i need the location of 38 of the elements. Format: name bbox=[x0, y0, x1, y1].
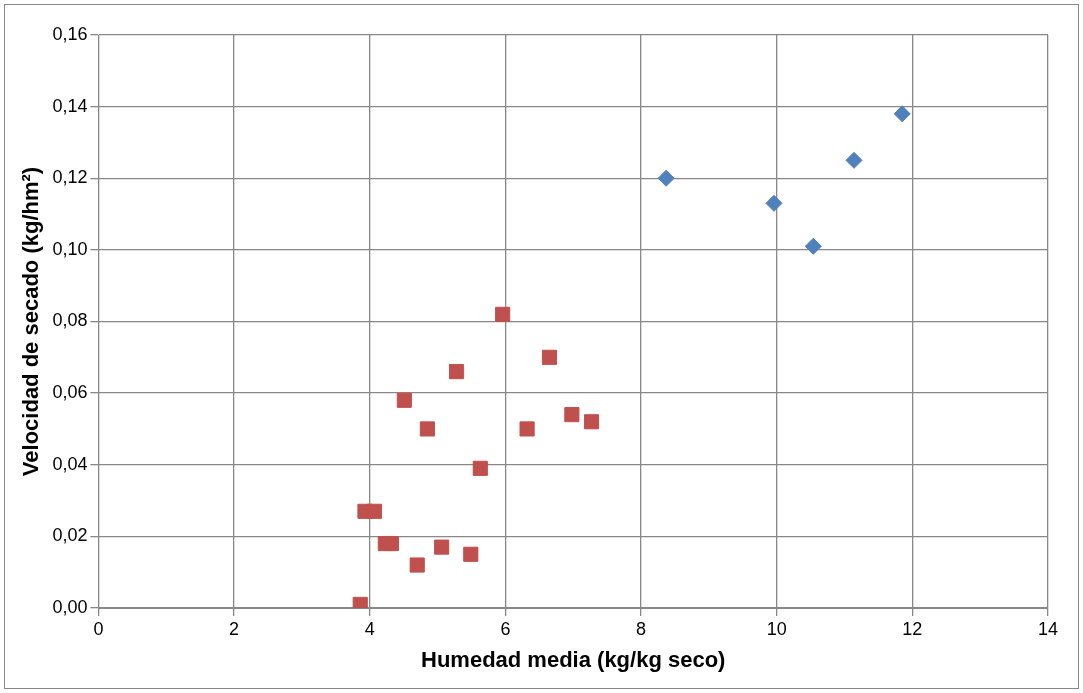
y-tick-label: 0,10 bbox=[52, 238, 88, 259]
point bbox=[409, 557, 425, 573]
y-axis-title: Velocidad de secado (kg/hm²) bbox=[18, 166, 44, 477]
y-tick-label: 0,02 bbox=[52, 525, 88, 546]
point bbox=[434, 539, 450, 555]
point bbox=[495, 306, 511, 322]
point bbox=[366, 503, 383, 519]
y-tick-label: 0,08 bbox=[52, 310, 88, 331]
point bbox=[448, 364, 465, 380]
x-tick-label: 6 bbox=[500, 618, 511, 639]
point bbox=[583, 414, 600, 430]
point bbox=[541, 349, 558, 365]
point bbox=[472, 460, 488, 476]
x-tick-label: 4 bbox=[364, 618, 375, 639]
y-tick-label: 0,06 bbox=[52, 382, 88, 403]
point bbox=[845, 151, 863, 169]
point bbox=[765, 194, 783, 212]
point bbox=[396, 392, 412, 408]
x-axis-title: Humedad media (kg/kg seco) bbox=[421, 646, 726, 672]
x-tick-label: 14 bbox=[1037, 618, 1059, 639]
x-tick-label: 12 bbox=[902, 618, 923, 639]
y-tick-label: 0,12 bbox=[52, 167, 88, 188]
point bbox=[419, 421, 435, 437]
point bbox=[519, 421, 535, 437]
x-tick-label: 10 bbox=[766, 618, 787, 639]
point bbox=[657, 169, 675, 187]
point bbox=[383, 535, 400, 552]
y-tick-label: 0,14 bbox=[52, 95, 88, 116]
y-tick-label: 0,04 bbox=[52, 453, 88, 474]
x-tick-label: 8 bbox=[636, 618, 647, 639]
x-tick-label: 2 bbox=[229, 618, 240, 639]
point bbox=[463, 546, 479, 562]
point bbox=[564, 407, 580, 423]
point bbox=[804, 237, 822, 255]
y-tick-label: 0,00 bbox=[52, 596, 88, 617]
point bbox=[893, 105, 911, 123]
y-tick-label: 0,16 bbox=[52, 23, 88, 44]
x-tick-label: 0 bbox=[93, 618, 104, 639]
